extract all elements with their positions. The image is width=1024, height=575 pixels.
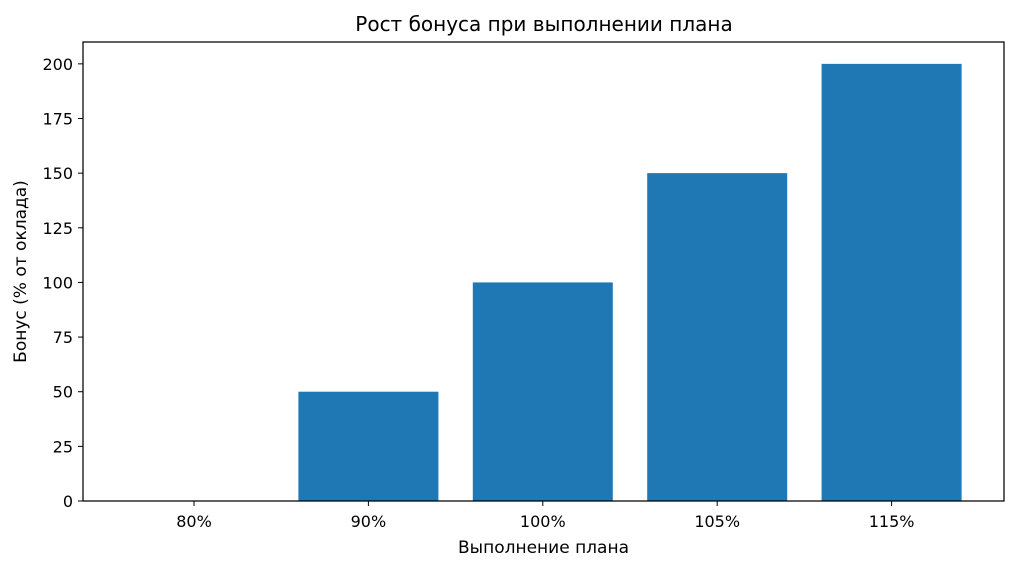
y-tick-label: 150 [42,164,73,183]
y-tick-label: 0 [63,492,73,511]
y-tick-label: 125 [42,219,73,238]
y-tick-label: 175 [42,110,73,129]
x-tick-label: 100% [520,512,566,531]
y-tick-label: 25 [53,437,73,456]
y-axis-ticks: 0 25 50 75 100 125 150 175 200 [42,55,83,511]
bar-90% [298,391,439,501]
x-tick-label: 105% [694,512,740,531]
x-axis-label: Выполнение плана [458,538,629,558]
bar-100% [472,282,613,501]
plot-frame [82,41,1005,502]
bar-105% [647,173,788,501]
x-tick-label: 115% [869,512,915,531]
x-tick-label: 80% [176,512,212,531]
y-tick-label: 200 [42,55,73,74]
x-tick-label: 90% [351,512,387,531]
y-tick-label: 75 [53,328,73,347]
bars-group [298,63,962,501]
bar-115% [821,63,962,501]
chart-title: Рост бонуса при выполнении плана [355,12,732,36]
y-tick-label: 50 [53,383,73,402]
x-axis-ticks: 80% 90% 100% 105% 115% [176,501,914,531]
y-axis-label: Бонус (% от оклада) [11,180,31,363]
y-tick-label: 100 [42,273,73,292]
